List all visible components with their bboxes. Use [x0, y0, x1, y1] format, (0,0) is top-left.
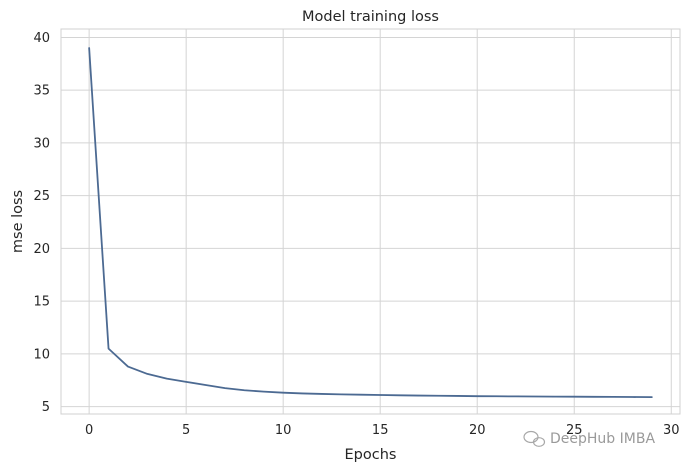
y-tick-label: 15: [33, 295, 50, 310]
grid: [61, 29, 680, 414]
y-tick-label: 10: [33, 347, 50, 362]
y-tick-label: 25: [33, 189, 50, 204]
wechat-icon: [523, 430, 546, 447]
y-tick-label: 30: [33, 136, 50, 151]
x-tick-label: 20: [469, 423, 486, 438]
x-tick-label: 30: [663, 423, 680, 438]
series-layer: [88, 47, 653, 399]
y-axis-title: mse loss: [10, 190, 26, 253]
chart-title: Model training loss: [302, 9, 439, 25]
x-tick-label: 5: [182, 423, 190, 438]
y-tick-label: 40: [33, 31, 50, 46]
x-tick-label: 10: [275, 423, 292, 438]
tick-labels: 0 5 10 15 20 25 30 5 10 15 20 25 30 35 40: [33, 31, 679, 438]
x-tick-label: 15: [372, 423, 389, 438]
watermark: DeepHub IMBA: [523, 430, 655, 447]
watermark-text: DeepHub IMBA: [550, 431, 655, 447]
y-tick-label: 35: [33, 84, 50, 99]
loss-series-line: [88, 47, 653, 399]
x-axis-title: Epochs: [345, 447, 397, 463]
x-tick-label: 25: [566, 423, 583, 438]
y-tick-label: 20: [33, 242, 50, 257]
y-tick-label: 5: [42, 400, 50, 415]
plot-area: [60, 28, 681, 415]
x-tick-label: 0: [85, 423, 93, 438]
